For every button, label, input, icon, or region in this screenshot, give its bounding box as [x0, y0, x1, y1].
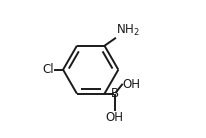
Text: Cl: Cl — [42, 63, 54, 76]
Text: OH: OH — [123, 78, 140, 91]
Text: B: B — [111, 87, 119, 100]
Text: NH$_2$: NH$_2$ — [116, 23, 139, 38]
Text: OH: OH — [106, 111, 124, 124]
